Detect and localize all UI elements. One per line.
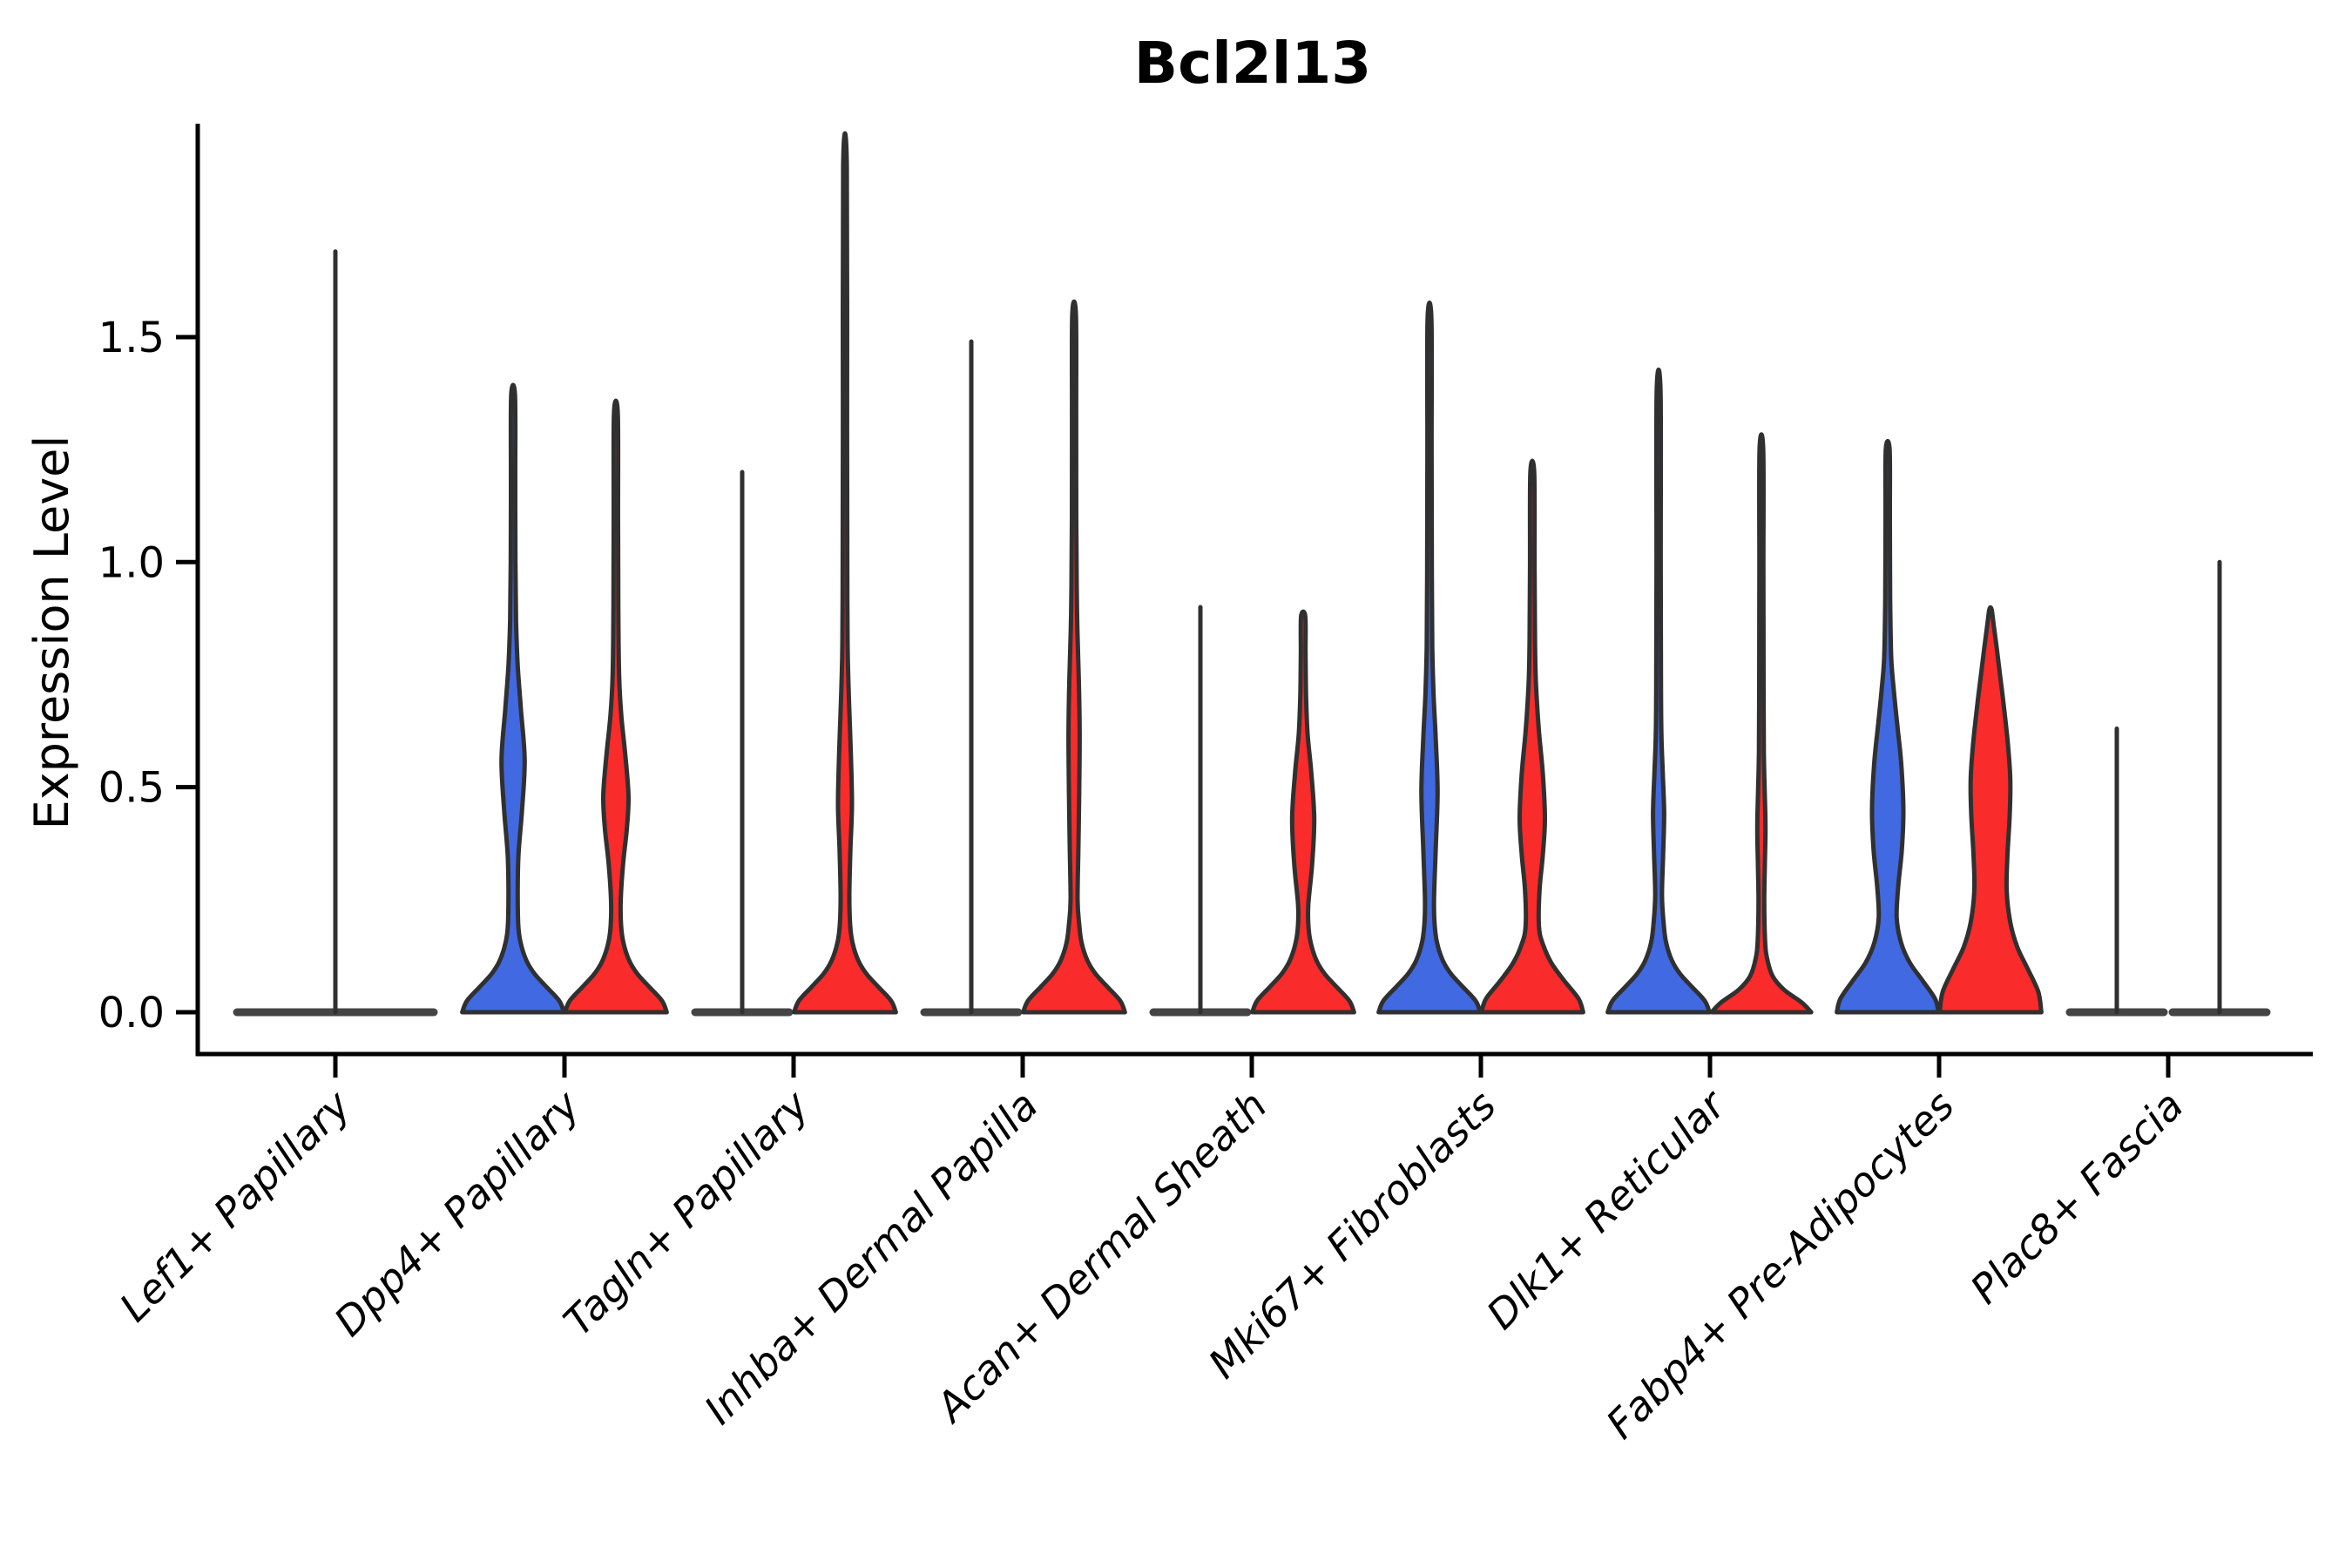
x-tick-label-2: Tagln+ Papillary (554, 1081, 818, 1345)
y-axis-label: Expression Level (24, 436, 79, 830)
violin-fabp4-red (1937, 605, 2044, 1015)
x-tick-label-1: Dpp4+ Papillary (325, 1081, 589, 1345)
violins-layer (233, 131, 2271, 1017)
y-tick-label-0: 0.0 (98, 989, 165, 1037)
y-tick-label-2: 1.0 (98, 538, 165, 587)
chart-title: Bcl2l13 (1134, 30, 1371, 97)
violin-dpp4-red (563, 398, 669, 1015)
violin-acan-red (1250, 609, 1356, 1015)
violin-dpp4-blue (460, 382, 566, 1015)
y-tick-label-1: 0.5 (98, 764, 165, 813)
x-tick-label-6: Dlk1+ Reticular (1477, 1079, 1736, 1338)
x-tick-label-0: Lef1+ Papillary (111, 1081, 360, 1330)
violin-fabp4-blue (1835, 438, 1941, 1015)
violin-mki67-blue (1376, 301, 1483, 1015)
y-tick-label-3: 1.5 (98, 314, 165, 362)
violin-dlk1-red (1709, 432, 1814, 1015)
x-tick-label-8: Plac8+ Fascia (1961, 1082, 2192, 1313)
violin-dlk1-blue (1605, 368, 1712, 1015)
violin-inhba-red (1021, 299, 1127, 1015)
violin-mki67-red (1479, 458, 1585, 1015)
axes-layer (176, 124, 2313, 1078)
violin-tagln-red (792, 131, 898, 1015)
